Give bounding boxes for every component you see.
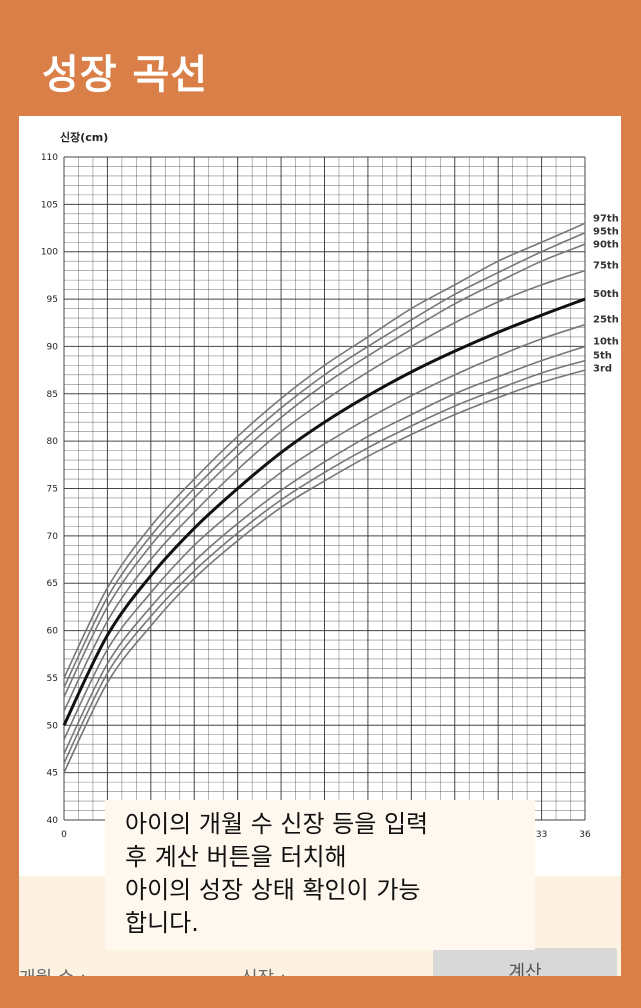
series-line-25th (63, 323, 586, 740)
page-title: 성장 곡선 (42, 52, 209, 98)
height-label: 신장 : (241, 964, 286, 976)
y-tick-label: 55 (47, 674, 58, 684)
series-label-3rd: 3rd (593, 364, 612, 375)
y-tick-label: 45 (47, 769, 58, 779)
series-line-5th (63, 359, 586, 764)
series-line-10th (63, 345, 586, 755)
growth-chart: 404550556065707580859095100105110033336신… (41, 130, 619, 840)
calculate-button[interactable]: 계산 (433, 948, 617, 976)
y-tick-label: 80 (47, 437, 59, 447)
y-tick-label: 85 (47, 390, 58, 400)
series-line-90th (63, 243, 586, 698)
y-tick-label: 95 (47, 295, 58, 305)
tooltip-line-4: 합니다. (125, 909, 199, 937)
series-label-75th: 75th (593, 261, 619, 272)
series-label-5th: 5th (593, 351, 612, 362)
series-line-3rd (63, 369, 586, 773)
series-line-95th (63, 232, 586, 688)
x-tick-label: 36 (579, 830, 591, 840)
month-label: 개월 수 : (19, 964, 86, 976)
series-label-90th: 90th (593, 239, 619, 250)
tooltip-line-2: 후 계산 버튼을 터치해 (125, 843, 347, 871)
x-tick-label: 0 (61, 830, 67, 840)
series-label-10th: 10th (593, 336, 619, 347)
y-axis-label: 신장(cm) (60, 130, 108, 144)
x-tick-label: 33 (536, 830, 547, 840)
series-label-50th: 50th (593, 289, 619, 300)
y-tick-label: 60 (47, 627, 59, 637)
series-label-95th: 95th (593, 226, 619, 237)
series-label-97th: 97th (593, 213, 619, 224)
y-tick-label: 65 (47, 579, 58, 589)
series-line-75th (63, 269, 586, 712)
series-label-25th: 25th (593, 315, 619, 326)
y-tick-label: 50 (47, 721, 59, 731)
y-tick-label: 110 (41, 153, 58, 163)
y-tick-label: 75 (47, 485, 58, 495)
y-tick-label: 100 (41, 248, 58, 258)
y-tick-label: 70 (47, 532, 59, 542)
series-line-97th (63, 222, 586, 679)
y-tick-label: 105 (41, 200, 58, 210)
y-tick-label: 40 (47, 816, 59, 826)
help-tooltip: 아이의 개월 수 신장 등을 입력 후 계산 버튼을 터치해 아이의 성장 상태… (105, 800, 535, 950)
y-tick-label: 90 (47, 342, 59, 352)
tooltip-line-1: 아이의 개월 수 신장 등을 입력 (125, 810, 429, 838)
series-line-50th (62, 297, 586, 726)
tooltip-line-3: 아이의 성장 상태 확인이 가능 (125, 876, 421, 904)
